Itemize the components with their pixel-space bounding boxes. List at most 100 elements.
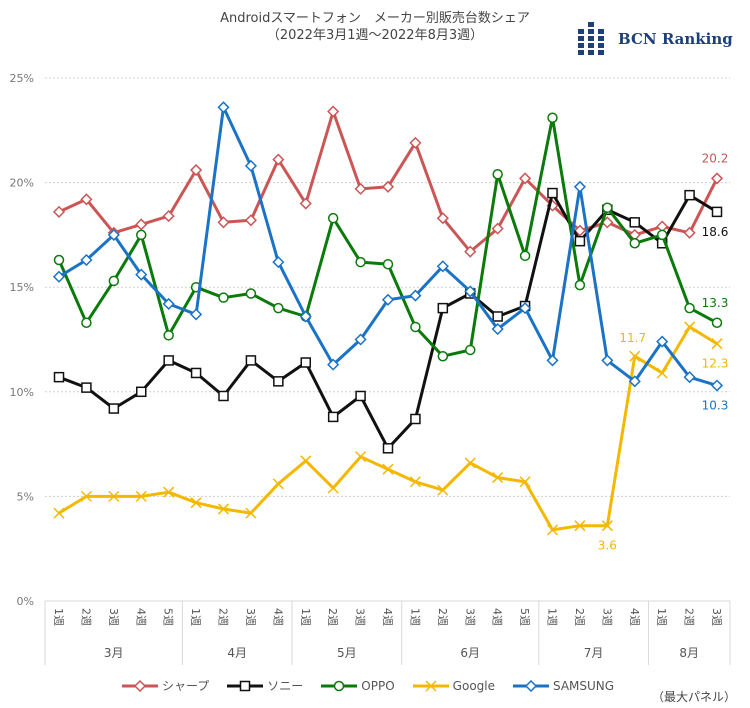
data-point — [437, 302, 449, 314]
data-point — [135, 268, 148, 281]
data-point — [334, 680, 345, 691]
data-point — [107, 228, 120, 241]
x-tick-label: 3週 — [244, 608, 257, 626]
x-month-label: 3月 — [104, 646, 124, 660]
data-point — [629, 217, 640, 228]
series-line — [58, 105, 718, 387]
data-point — [133, 679, 147, 692]
data-point — [355, 256, 366, 268]
data-point-stroke — [574, 520, 586, 532]
data-point — [299, 197, 312, 210]
data-point-stroke — [80, 490, 92, 502]
data-point — [190, 367, 202, 379]
x-month-label: 6月 — [460, 646, 480, 660]
data-point-stroke — [711, 338, 723, 350]
data-point — [163, 355, 174, 366]
data-point — [81, 317, 92, 329]
data-point — [436, 212, 449, 225]
data-annotations: 20.2 18.6 13.3 12.3 10.3 11.7 3.6 — [598, 151, 729, 552]
data-point — [492, 472, 504, 484]
chart-title-line2: （2022年3月1週〜2022年8月3週） — [266, 28, 484, 43]
data-point — [710, 172, 724, 185]
data-point — [382, 443, 394, 454]
data-point-stroke — [492, 472, 504, 484]
data-point — [519, 302, 532, 315]
legend-label: SAMSUNG — [553, 678, 615, 693]
bcn-ranking-logo: BCN Ranking — [576, 22, 733, 56]
data-point — [354, 333, 367, 346]
data-point-stroke — [546, 524, 559, 536]
chart-title-line1: Androidスマートフォン メーカー別販売台数シェア — [220, 11, 530, 26]
gridlines — [45, 77, 730, 497]
data-point — [327, 212, 339, 224]
data-point — [53, 254, 65, 266]
x-month-label: 7月 — [584, 646, 604, 660]
y-tick-label: 0% — [17, 595, 34, 608]
data-point — [629, 238, 640, 249]
data-point — [710, 379, 724, 392]
data-point — [465, 344, 476, 356]
data-point — [108, 490, 120, 502]
legend-item: OPPO — [319, 679, 395, 693]
data-point — [217, 503, 230, 515]
series-SAMSUNG — [52, 101, 724, 392]
data-point — [80, 490, 92, 502]
data-label: 10.3 — [702, 399, 729, 413]
series-lines — [52, 101, 724, 536]
x-tick-label: 3週 — [107, 608, 120, 626]
data-point — [273, 376, 284, 387]
data-point — [492, 168, 503, 180]
data-point — [381, 180, 395, 193]
x-tick-label: 1週 — [655, 608, 668, 626]
data-point-stroke — [519, 476, 531, 488]
data-point — [108, 403, 120, 414]
y-tick-label: 25% — [10, 72, 34, 85]
legend: シャープ ソニー OPPO Google SAMSUNG — [120, 677, 614, 694]
legend-swatch-icon — [321, 680, 358, 691]
data-point — [547, 112, 558, 123]
data-point — [108, 275, 120, 287]
series-OPPO — [53, 112, 723, 362]
legend-swatch-icon — [412, 679, 449, 692]
data-point — [656, 367, 668, 379]
data-point — [574, 520, 586, 532]
data-point — [573, 224, 586, 237]
data-point — [437, 484, 449, 496]
data-point — [684, 189, 695, 201]
x-month-label: 4月 — [227, 646, 247, 660]
data-point — [299, 310, 312, 323]
x-tick-label: 5週 — [162, 608, 175, 626]
legend-item: シャープ — [120, 677, 209, 694]
data-point-stroke — [245, 507, 257, 519]
data-point — [162, 297, 175, 310]
series-シャープ — [52, 105, 724, 258]
data-point — [519, 250, 531, 262]
data-point — [81, 382, 92, 393]
x-tick-label: 1週 — [546, 608, 559, 626]
legend-label: ソニー — [267, 679, 304, 693]
data-point — [711, 317, 723, 329]
data-point — [410, 413, 421, 425]
data-point-stroke — [601, 520, 613, 532]
x-month-label: 5月 — [337, 646, 357, 660]
data-point — [52, 270, 66, 283]
data-point — [491, 222, 504, 235]
data-point — [327, 411, 339, 423]
data-point — [245, 507, 257, 519]
data-point-stroke — [300, 455, 312, 467]
data-point — [244, 214, 257, 227]
x-tick-label: 2週 — [683, 608, 696, 626]
data-point — [272, 153, 285, 166]
x-tick-label: 4週 — [628, 608, 641, 626]
logo-grid-icon — [576, 22, 608, 56]
data-point — [656, 229, 668, 241]
data-point — [464, 285, 477, 298]
data-point — [327, 358, 340, 371]
data-point — [519, 476, 531, 488]
legend-label: Google — [452, 678, 495, 693]
data-point — [628, 375, 641, 388]
data-point — [52, 205, 66, 218]
legend-item: SAMSUNG — [511, 679, 614, 693]
data-point — [629, 350, 641, 362]
